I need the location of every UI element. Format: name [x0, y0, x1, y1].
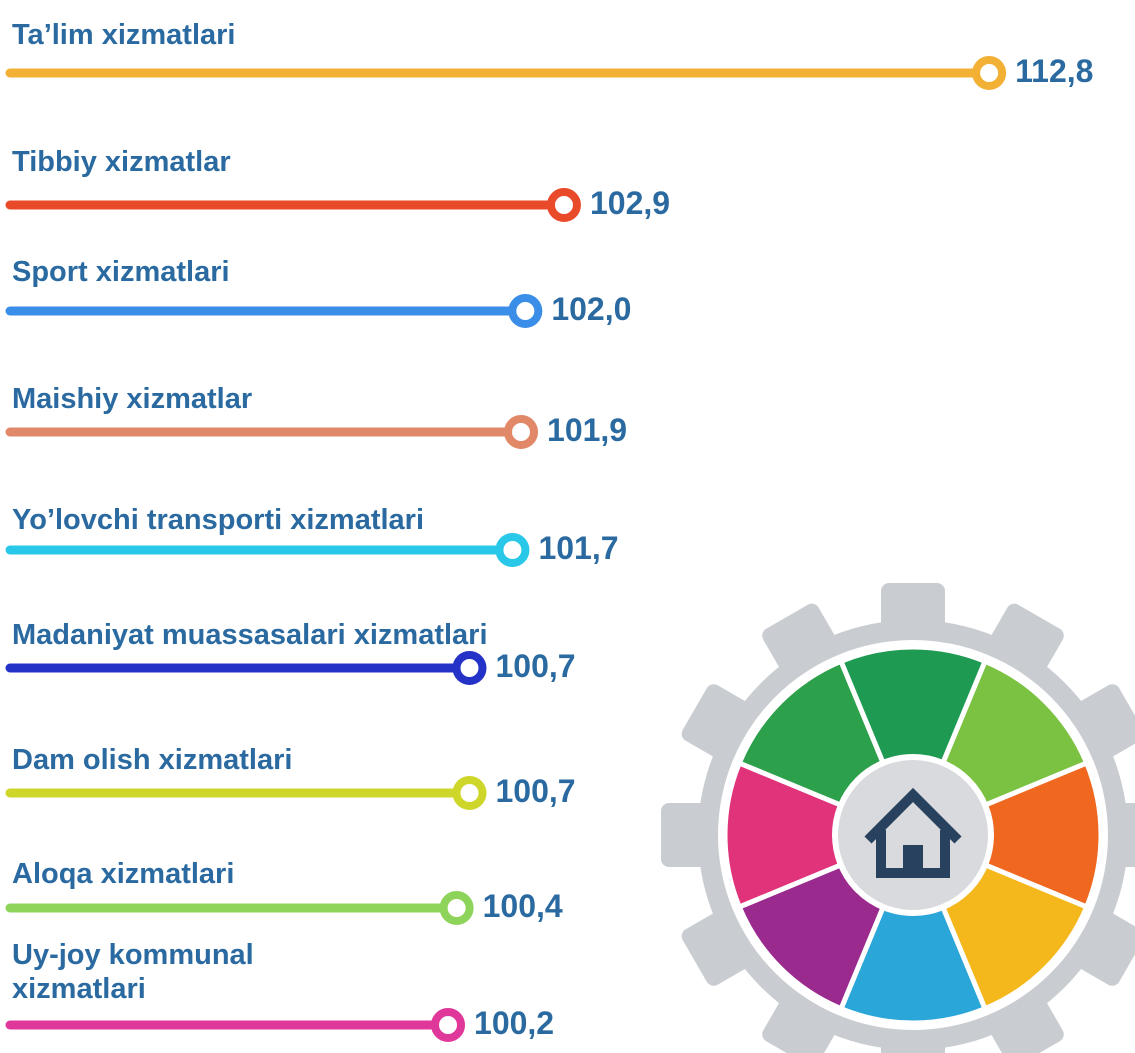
category-label: Ta’lim xizmatlari: [12, 19, 236, 51]
value-label: 100,2: [474, 1005, 555, 1041]
gear-hub: [832, 754, 994, 916]
gear-illustration: [661, 583, 1135, 1053]
value-label: 102,9: [589, 185, 671, 221]
gear-segment: [837, 644, 989, 842]
gear-segment: [722, 759, 920, 911]
category-label: Yo’lovchi transporti xizmatlari: [12, 504, 425, 536]
value-label: 101,9: [547, 412, 628, 448]
lollipop-head: [504, 415, 539, 449]
value-label: 102,0: [551, 291, 632, 327]
lollipop-head: [452, 651, 487, 685]
value-label: 100,7: [495, 648, 576, 684]
value-label: 101,7: [538, 530, 619, 566]
category-label: Uy-joy kommunal xizmatlari: [12, 939, 254, 1005]
category-label: Tibbiy xizmatlar: [12, 146, 231, 178]
lollipop-head: [439, 891, 474, 925]
lollipop-head: [431, 1008, 466, 1042]
value-label: 100,7: [495, 773, 576, 809]
category-label: Aloqa xizmatlari: [12, 858, 235, 890]
value-label: 112,8: [1015, 53, 1094, 89]
lollipop-head: [495, 533, 530, 567]
lollipop-head: [508, 294, 543, 328]
category-label: Madaniyat muassasalari xizmatlari: [12, 619, 488, 651]
gear-segment: [906, 759, 1104, 911]
category-label: Maishiy xizmatlar: [12, 383, 253, 415]
lollipop-head: [452, 776, 487, 810]
category-label: Sport xizmatlari: [12, 256, 230, 288]
lollipop-head: [546, 188, 581, 222]
value-label: 100,4: [482, 888, 563, 924]
lollipop-head: [972, 56, 1007, 90]
gear-segment: [837, 828, 989, 1026]
house-door: [903, 845, 923, 873]
category-label: Dam olish xizmatlari: [12, 744, 293, 776]
